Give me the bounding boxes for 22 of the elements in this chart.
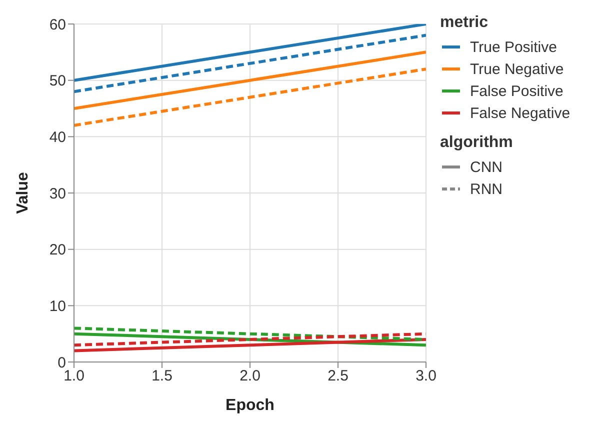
- x-tick-label: 2.0: [240, 368, 260, 385]
- y-tick-label: 10: [49, 298, 66, 315]
- x-tick-label: 3.0: [416, 368, 436, 385]
- y-tick-label: 40: [49, 128, 66, 146]
- y-tick-label: 60: [49, 16, 66, 34]
- y-tick-label: 50: [49, 72, 66, 90]
- y-tick-label: 20: [49, 242, 66, 259]
- legend-label: True Positive: [470, 38, 557, 56]
- y-tick-label: 30: [49, 185, 66, 202]
- text: CNN: [470, 158, 502, 176]
- x-axis-title: Epoch: [226, 397, 274, 414]
- text: RNN: [470, 180, 502, 198]
- legend-label: False Negative: [470, 104, 570, 122]
- y-tick-label: 0: [58, 354, 66, 372]
- y-axis-title: Value: [14, 172, 32, 214]
- x-tick-label: 1.0: [64, 368, 84, 385]
- x-tick-label: 2.5: [328, 368, 348, 385]
- legend-title: metric: [440, 14, 490, 32]
- text: algorithm: [440, 134, 514, 152]
- x-tick-label: 1.5: [152, 368, 172, 385]
- legend-label: False Positive: [470, 82, 564, 100]
- legend-label: True Negative: [470, 60, 564, 78]
